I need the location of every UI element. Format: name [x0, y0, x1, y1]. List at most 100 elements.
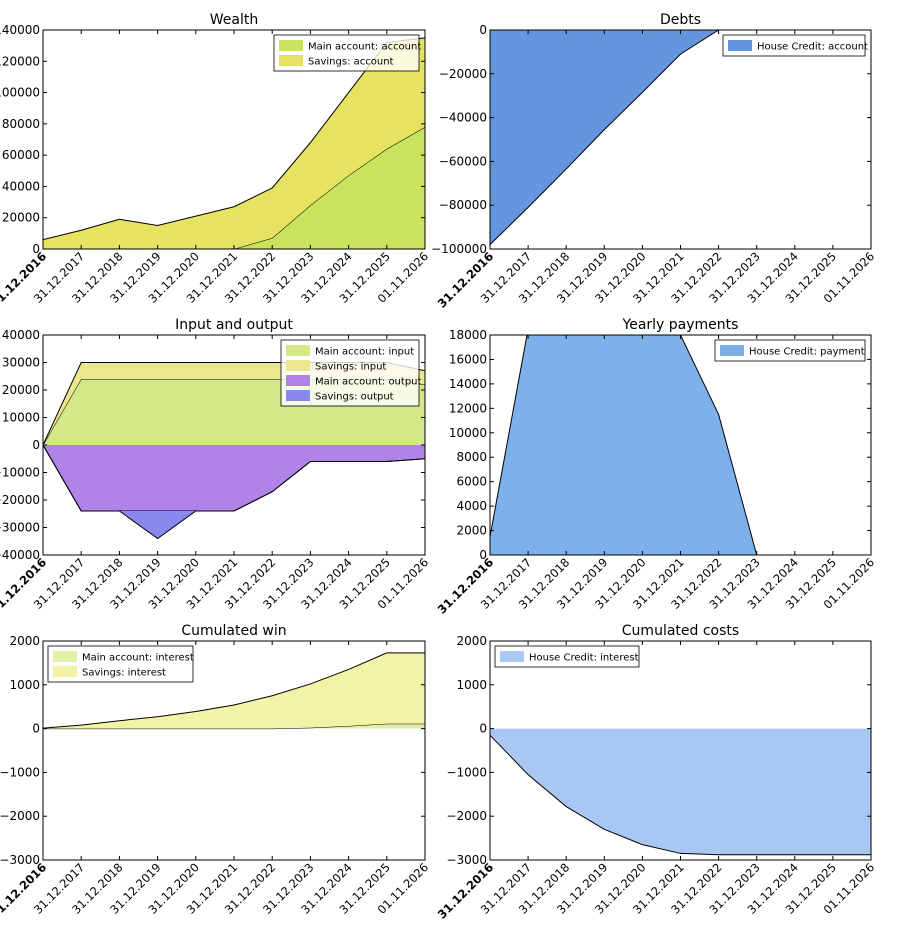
- legend-swatch: [53, 651, 77, 662]
- y-tick-label: 40000: [2, 328, 40, 342]
- legend-label: Main account: output: [315, 377, 422, 388]
- y-tick-label: 6000: [456, 475, 487, 489]
- y-tick-label: 0: [32, 242, 40, 256]
- y-tick-label: 80000: [2, 117, 40, 131]
- y-tick-label: −60000: [439, 154, 487, 168]
- y-tick-label: 2000: [456, 524, 487, 538]
- series-area-main-account-output: [43, 445, 425, 511]
- legend-label: Savings: output: [315, 392, 394, 403]
- series-area-house-credit-account: [490, 30, 871, 245]
- y-tick-label: 140000: [0, 23, 40, 37]
- y-tick-label: 12000: [449, 401, 487, 415]
- y-tick-label: −10000: [0, 466, 40, 480]
- chart-title: Yearly payments: [622, 317, 739, 333]
- series-line-house-credit-account: [490, 30, 871, 245]
- y-tick-label: 16000: [449, 352, 487, 366]
- y-tick-label: −100000: [431, 242, 487, 256]
- legend-label: Savings: interest: [82, 668, 166, 679]
- series-area-house-credit-interest: [490, 728, 871, 855]
- series-line-savings-account: [43, 37, 425, 241]
- chart-debts: Debts−100000−80000−60000−40000−20000031.…: [431, 12, 877, 311]
- legend: Main account: input Savings: input Main ac…: [280, 339, 422, 407]
- y-tick-label: 120000: [0, 54, 40, 68]
- y-tick-label: −1000: [0, 765, 40, 779]
- series-area-main-account-account: [43, 126, 425, 249]
- legend-label: House Credit: payment: [749, 347, 865, 358]
- y-tick-label: −2000: [0, 809, 40, 823]
- y-tick-label: 2000: [9, 634, 40, 648]
- y-tick-label: 0: [32, 722, 40, 736]
- series-area-savings-output: [43, 445, 425, 539]
- legend-box: [722, 34, 866, 57]
- y-tick-label: 8000: [456, 450, 487, 464]
- y-tick-label: 20000: [2, 211, 40, 225]
- legend: Main account: interest Savings: interest: [47, 645, 194, 683]
- series-line-savings-interest: [43, 652, 425, 729]
- chart-title: Cumulated win: [181, 623, 286, 639]
- y-tick-label: 14000: [449, 377, 487, 391]
- plot-area: [490, 728, 871, 856]
- series-area-house-credit-payment: [490, 335, 871, 555]
- y-tick-label: −80000: [439, 198, 487, 212]
- legend-label: House Credit: interest: [529, 653, 639, 664]
- y-tick-label: 100000: [0, 86, 40, 100]
- y-tick-label: −40000: [0, 548, 40, 562]
- series-line-savings-output: [43, 444, 425, 540]
- legend: Main account: account Savings: account: [273, 34, 421, 72]
- y-tick-label: −30000: [0, 521, 40, 535]
- series-line-house-credit-interest: [490, 734, 871, 856]
- y-tick-label: −2000: [446, 809, 487, 823]
- y-tick-label: 0: [32, 438, 40, 452]
- series-area-main-account-interest: [43, 723, 425, 729]
- chart-title: Debts: [660, 12, 701, 28]
- legend-box: [494, 645, 640, 668]
- chart-payments: Yearly payments 0 2000 4000 6000 8000 10000 120…: [435, 317, 877, 617]
- y-tick-label: 20000: [2, 383, 40, 397]
- y-tick-label: 2000: [456, 634, 487, 648]
- y-tick-label: −3000: [446, 853, 487, 867]
- legend-swatch: [500, 651, 524, 662]
- chart-wealth: Wealth 0 20000 40000 60000 80000 100000 120000 1…: [0, 12, 431, 311]
- y-tick-label: 10000: [449, 426, 487, 440]
- legend-swatch: [279, 55, 303, 66]
- legend: House Credit: payment: [714, 339, 866, 362]
- y-tick-label: 40000: [2, 179, 40, 193]
- y-tick-label: −40000: [439, 111, 487, 125]
- chart-title: Cumulated costs: [622, 623, 739, 639]
- y-tick-label: 1000: [9, 678, 40, 692]
- y-tick-label: 30000: [2, 356, 40, 370]
- legend-swatch: [286, 345, 310, 356]
- y-tick-label: 18000: [449, 328, 487, 342]
- y-tick-label: −20000: [0, 493, 40, 507]
- plot-area: [490, 30, 871, 245]
- legend-swatch: [53, 666, 77, 677]
- legend-label: House Credit: account: [757, 42, 868, 53]
- legend: House Credit: account: [722, 34, 868, 57]
- plot-area: [43, 652, 425, 730]
- y-tick-label: 0: [479, 722, 487, 736]
- legend-swatch: [720, 345, 744, 356]
- series-line-main-account-account: [43, 126, 425, 249]
- chart-title: Wealth: [210, 12, 258, 28]
- chart-io: Input and output −40000 −30000 −20000 −10000…: [0, 317, 431, 617]
- y-tick-label: 4000: [456, 499, 487, 513]
- chart-title: Input and output: [175, 317, 293, 333]
- legend-label: Main account: input: [315, 347, 414, 358]
- legend-label: Savings: account: [308, 57, 394, 68]
- legend: House Credit: interest: [494, 645, 640, 668]
- y-tick-label: 60000: [2, 148, 40, 162]
- legend-label: Main account: account: [308, 42, 421, 53]
- y-tick-label: 0: [479, 23, 487, 37]
- legend-swatch: [279, 40, 303, 51]
- chart-win: Cumulated win−3000−2000−100001000200031.…: [0, 623, 431, 922]
- y-tick-label: 1000: [456, 678, 487, 692]
- legend-swatch: [728, 40, 752, 51]
- legend-swatch: [286, 375, 310, 386]
- y-tick-label: −20000: [439, 67, 487, 81]
- legend-label: Main account: interest: [82, 653, 194, 664]
- y-tick-label: 10000: [2, 411, 40, 425]
- series-area-savings-interest: [43, 652, 425, 729]
- legend-swatch: [286, 360, 310, 371]
- legend-label: Savings: input: [315, 362, 386, 373]
